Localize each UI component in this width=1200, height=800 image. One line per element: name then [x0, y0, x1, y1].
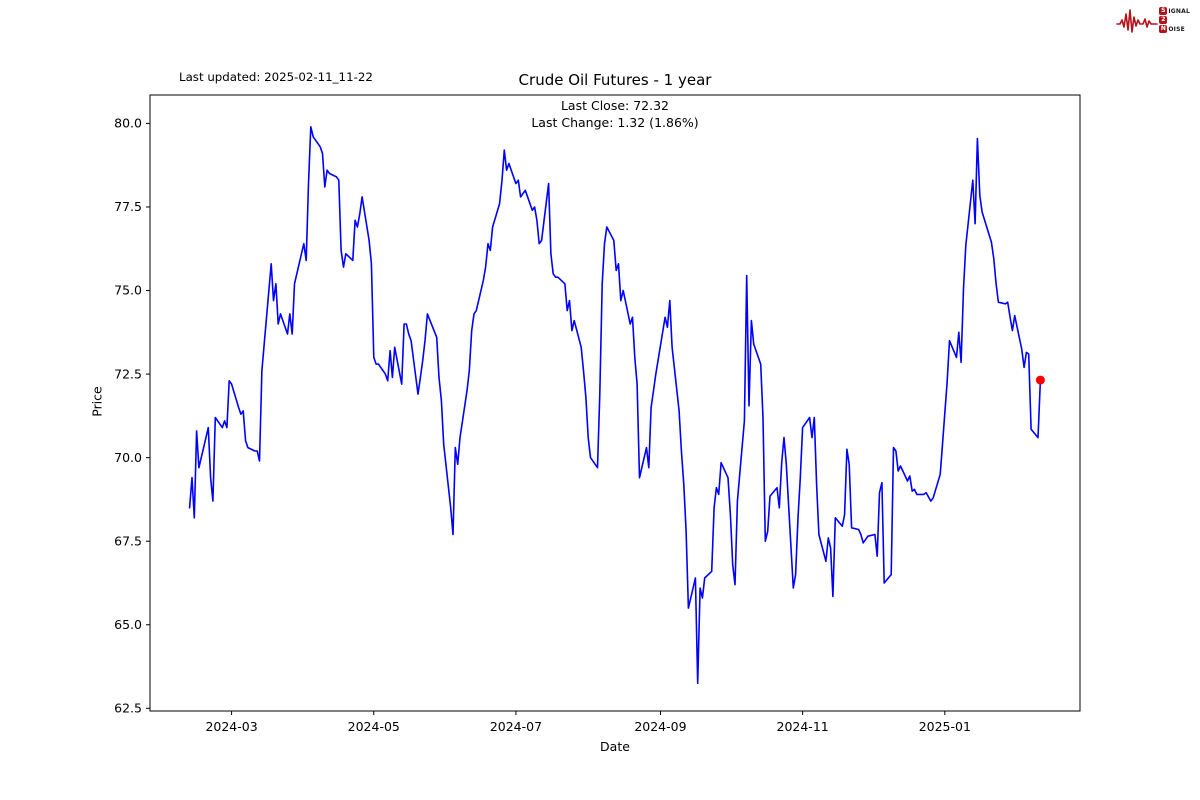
y-tick-label: 75.0 [114, 283, 142, 298]
y-tick-label: 67.5 [114, 533, 142, 548]
x-tick-label: 2025-01 [919, 719, 971, 734]
x-tick-label: 2024-05 [348, 719, 400, 734]
last-close-text: Last Close: 72.32 [560, 98, 670, 113]
logo-word-signal-rest: IGNAL [1168, 7, 1190, 15]
y-tick-label: 80.0 [114, 116, 142, 131]
y-tick-label: 70.0 [114, 450, 142, 465]
logo-letter-n: N [1159, 25, 1168, 33]
y-tick-label: 72.5 [114, 366, 142, 381]
signal2noise-logo: S IGNAL 2 N OISE [1116, 5, 1190, 35]
y-tick-label: 62.5 [114, 701, 142, 716]
x-tick-label: 2024-11 [777, 719, 829, 734]
logo-row-signal: S IGNAL [1159, 7, 1190, 15]
logo-letter-2: 2 [1159, 16, 1168, 24]
logo-letter-s: S [1159, 7, 1168, 15]
last-change-text: Last Change: 1.32 (1.86%) [531, 115, 699, 130]
logo-row-2: 2 [1159, 16, 1190, 24]
last-updated-text: Last updated: 2025-02-11_11-22 [179, 70, 373, 84]
x-tick-label: 2024-03 [205, 719, 257, 734]
price-line [188, 126, 1042, 685]
x-tick-label: 2024-07 [490, 719, 542, 734]
axes-box [149, 94, 1081, 712]
chart-subtitle: Last Close: 72.32 Last Change: 1.32 (1.8… [150, 97, 1080, 131]
y-axis-ticks: 62.5 65.0 67.5 70.0 72.5 75.0 77.5 80.0 [114, 116, 150, 716]
x-axis-ticks: 2024-03 2024-05 2024-07 2024-09 2024-11 2025-… [205, 711, 971, 734]
chart-title: Crude Oil Futures - 1 year [518, 71, 712, 89]
x-tick-label: 2024-09 [634, 719, 686, 734]
last-price-marker [1035, 375, 1045, 385]
logo-text: S IGNAL 2 N OISE [1159, 7, 1190, 33]
x-axis-label: Date [600, 739, 630, 754]
logo-word-noise-rest: OISE [1168, 25, 1185, 33]
y-tick-label: 65.0 [114, 617, 142, 632]
logo-row-noise: N OISE [1159, 25, 1190, 33]
waveform-icon [1116, 9, 1159, 33]
y-tick-label: 77.5 [114, 199, 142, 214]
